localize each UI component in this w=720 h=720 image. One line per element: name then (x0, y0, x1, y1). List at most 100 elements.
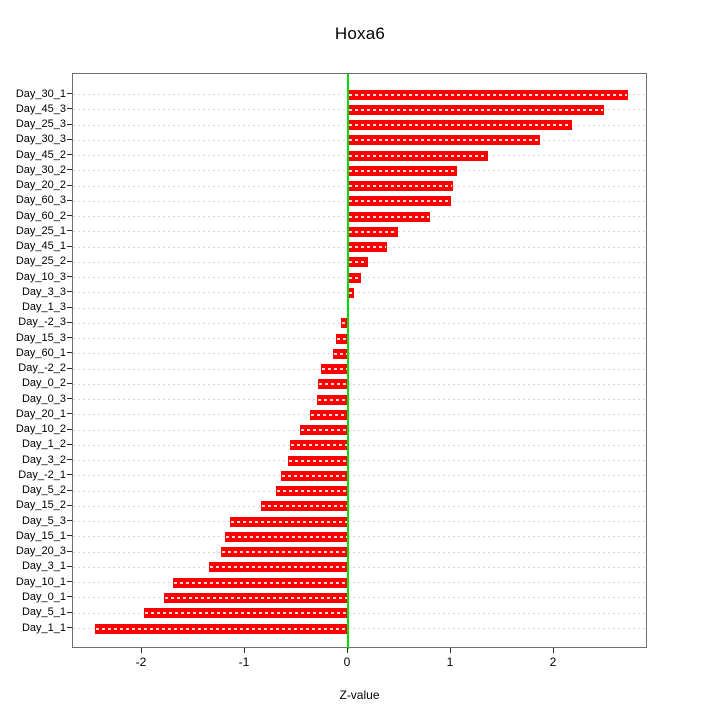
bar (229, 516, 348, 527)
x-axis-tick (450, 648, 451, 653)
bar-stripe (349, 200, 450, 203)
y-axis-label: Day_60_3 (15, 194, 66, 207)
y-axis-label: Day_1_3 (21, 301, 66, 314)
bar (348, 196, 451, 207)
y-axis-label: Day_5_1 (21, 606, 66, 619)
bar (332, 348, 348, 359)
bar-stripe (300, 429, 347, 432)
y-axis-label: Day_-2_2 (18, 362, 66, 375)
y-axis-label: Day_45_3 (15, 102, 66, 115)
x-axis-tick-label: -2 (135, 655, 147, 669)
bar (163, 592, 348, 603)
gridline (73, 475, 646, 477)
y-axis-tick (67, 413, 72, 415)
gridline (73, 307, 646, 309)
y-axis-label: Day_5_3 (21, 514, 66, 527)
y-axis-label: Day_5_2 (21, 484, 66, 497)
y-axis-label: Day_30_3 (15, 133, 66, 146)
y-axis-label: Day_20_2 (15, 179, 66, 192)
gridline (73, 322, 646, 324)
x-axis-tick (553, 648, 554, 653)
y-axis-label: Day_45_1 (15, 240, 66, 253)
y-axis-label: Day_25_3 (15, 118, 66, 130)
y-axis-tick (67, 215, 72, 217)
bar (290, 440, 348, 451)
bar (348, 120, 572, 130)
y-axis-tick (67, 230, 72, 232)
bar (275, 486, 348, 497)
y-axis-label: Day_3_1 (21, 560, 66, 573)
bar (348, 135, 540, 146)
y-axis-tick (67, 428, 72, 430)
y-axis-label: Day_60_1 (15, 346, 66, 359)
gridline (73, 338, 646, 340)
bar-stripe (164, 596, 347, 599)
y-axis-label: Day_15_3 (15, 331, 66, 344)
gridline (73, 597, 646, 599)
y-axis-tick (67, 459, 72, 461)
y-axis-tick (67, 123, 72, 125)
x-axis-tick-label: 2 (549, 655, 557, 669)
y-axis-tick (67, 108, 72, 110)
gridline (73, 566, 646, 568)
y-axis-tick (67, 245, 72, 247)
x-axis-tick-label: 1 (446, 655, 454, 669)
gridline (73, 612, 646, 614)
y-axis-tick (67, 367, 72, 369)
y-axis-tick (67, 611, 72, 613)
bar-stripe (349, 169, 457, 172)
gridline (73, 429, 646, 431)
y-axis-tick (67, 520, 72, 522)
y-axis-tick (67, 535, 72, 537)
bar (281, 470, 348, 481)
gridline (73, 444, 646, 446)
bar (340, 318, 348, 329)
y-axis-label: Day_-2_1 (18, 468, 66, 481)
bar-stripe (291, 444, 347, 447)
y-axis-tick (67, 581, 72, 583)
bar-stripe (333, 352, 347, 355)
y-axis-tick (67, 138, 72, 140)
gridline (73, 536, 646, 538)
bar (299, 425, 348, 436)
bar-stripe (349, 124, 571, 126)
gridline (73, 490, 646, 492)
bar (318, 379, 348, 390)
bar (348, 89, 629, 100)
bar-stripe (349, 154, 488, 157)
y-axis-label: Day_10_1 (15, 575, 66, 588)
y-axis-label: Day_1_2 (21, 438, 66, 451)
bar-stripe (336, 337, 347, 340)
bar-stripe (349, 230, 398, 233)
y-axis-tick (67, 306, 72, 308)
y-axis-tick (67, 398, 72, 400)
gridline (73, 460, 646, 462)
gridline (73, 628, 646, 629)
y-axis-label: Day_3_3 (21, 285, 66, 298)
y-axis-label: Day_0_2 (21, 377, 66, 390)
x-axis-tick-label: -1 (238, 655, 250, 669)
bar-stripe (341, 322, 347, 325)
bar (348, 242, 388, 253)
bar (94, 623, 348, 634)
bar (348, 181, 454, 192)
y-axis-label: Day_3_2 (21, 453, 66, 466)
y-axis-label: Day_30_2 (15, 163, 66, 176)
y-axis-tick (67, 260, 72, 262)
y-axis-tick (67, 382, 72, 384)
bar (348, 150, 489, 161)
y-axis-label: Day_15_2 (15, 499, 66, 512)
bar (348, 272, 362, 283)
y-axis-tick (67, 489, 72, 491)
bar (321, 364, 348, 375)
chart-title: Hoxa6 (334, 24, 386, 43)
bar-stripe (262, 505, 347, 508)
gridline (73, 368, 646, 370)
y-axis-tick (67, 93, 72, 94)
bar-stripe (319, 383, 347, 386)
y-axis-label: Day_45_2 (15, 148, 66, 161)
y-axis-tick (67, 199, 72, 201)
bar-stripe (145, 612, 347, 615)
gridline (73, 292, 646, 294)
